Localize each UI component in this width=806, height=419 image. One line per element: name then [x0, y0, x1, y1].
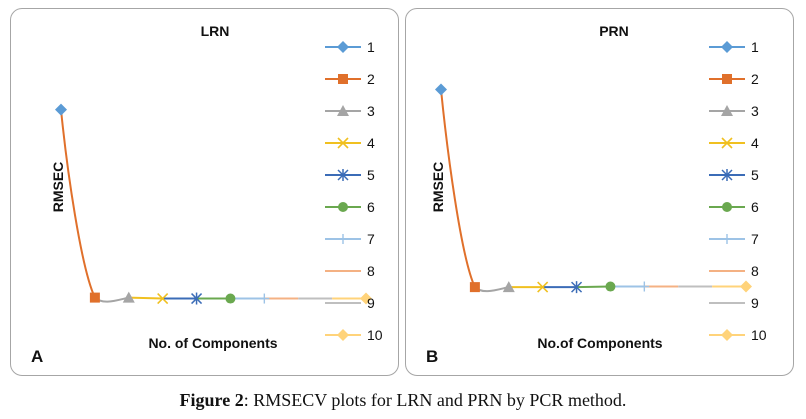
data-point-5	[571, 281, 583, 294]
legend-marker-4	[337, 137, 349, 149]
legend-label-5: 5	[751, 167, 759, 183]
legend-label-9: 9	[751, 295, 759, 311]
legend-label-10: 10	[751, 327, 767, 343]
data-point-7	[639, 281, 650, 292]
legend-marker-7	[338, 234, 348, 244]
legend-label-1: 1	[751, 39, 759, 55]
legend-label-2: 2	[367, 71, 375, 87]
data-point-10	[360, 292, 372, 305]
legend-label-3: 3	[751, 103, 759, 119]
figure-caption: Figure 2: RMSECV plots for LRN and PRN b…	[0, 390, 806, 411]
y-axis-label: RMSEC	[430, 162, 446, 213]
data-point-1	[435, 83, 447, 96]
legend-marker-6	[338, 202, 348, 212]
legend-marker-3	[721, 105, 733, 116]
data-point-2	[89, 292, 100, 303]
legend-marker-10	[721, 329, 733, 341]
legend-marker-2	[338, 74, 348, 84]
legend-marker-5	[721, 169, 733, 181]
legend-label-6: 6	[367, 199, 375, 215]
legend-label-9: 9	[367, 295, 375, 311]
caption-text: : RMSECV plots for LRN and PRN by PCR me…	[243, 390, 627, 410]
legend-label-7: 7	[751, 231, 759, 247]
y-axis-label: RMSEC	[50, 162, 66, 213]
legend-marker-7	[722, 234, 732, 244]
data-point-6	[225, 293, 236, 304]
legend-label-8: 8	[367, 263, 375, 279]
data-point-6	[605, 281, 616, 292]
caption-label: Figure 2	[179, 390, 244, 410]
series-line-4	[128, 296, 163, 300]
legend-marker-2	[722, 74, 732, 84]
data-point-3	[502, 281, 515, 293]
panel-label: B	[426, 347, 438, 366]
chart-panel-b: PRN RMSEC No.of Components B 1 2 3 4 5 6 7 8 9 10	[405, 8, 794, 376]
data-point-5	[191, 292, 203, 305]
legend-label-10: 10	[367, 327, 383, 343]
x-axis-label: No.of Components	[537, 335, 662, 351]
data-point-7	[259, 293, 270, 304]
data-point-10	[740, 280, 752, 293]
panel-label: A	[31, 347, 43, 366]
legend-label-2: 2	[751, 71, 759, 87]
legend-marker-1	[721, 41, 733, 53]
legend-marker-3	[337, 105, 349, 116]
legend-marker-5	[337, 169, 349, 181]
legend-label-3: 3	[367, 103, 375, 119]
chart-title: LRN	[201, 23, 230, 39]
legend-label-5: 5	[367, 167, 375, 183]
legend-label-4: 4	[751, 135, 759, 151]
series-line-2	[440, 89, 476, 288]
legend-marker-6	[722, 202, 732, 212]
chart-a-svg: LRN RMSEC No. of Components A 1 2 3 4 5 6 7 8 9 10	[31, 23, 383, 366]
series-line-6	[576, 285, 611, 289]
chart-panel-a: LRN RMSEC No. of Components A 1 2 3 4 5 6 7 8 9 10	[10, 8, 399, 376]
series-line-2	[60, 109, 96, 299]
data-point-4	[157, 292, 169, 305]
data-point-1	[55, 103, 67, 116]
data-point-3	[122, 291, 135, 303]
legend-marker-1	[337, 41, 349, 53]
chart-b-svg: PRN RMSEC No.of Components B 1 2 3 4 5 6 7 8 9 10	[426, 23, 767, 366]
legend-label-6: 6	[751, 199, 759, 215]
legend-label-8: 8	[751, 263, 759, 279]
data-point-4	[537, 281, 549, 293]
legend-label-7: 7	[367, 231, 375, 247]
data-point-2	[469, 282, 480, 293]
chart-title: PRN	[599, 23, 629, 39]
legend-label-4: 4	[367, 135, 375, 151]
legend-marker-10	[337, 329, 349, 341]
legend-label-1: 1	[367, 39, 375, 55]
legend-marker-4	[721, 137, 733, 149]
x-axis-label: No. of Components	[148, 335, 277, 351]
